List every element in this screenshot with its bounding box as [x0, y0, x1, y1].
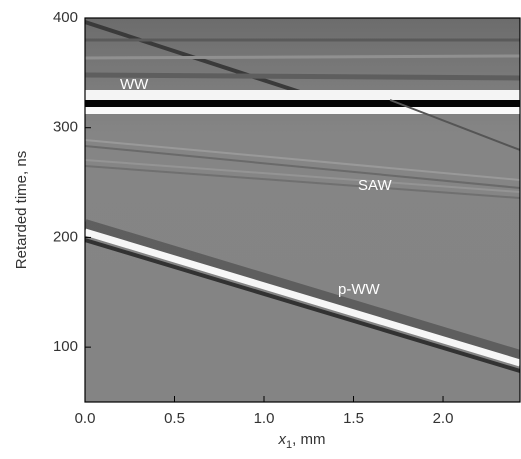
x-tick-label: 0.5	[164, 410, 185, 427]
annotation: SAW	[358, 177, 392, 194]
y-axis-label: Retarded time, ns	[13, 151, 30, 269]
x-tick-label: 0.0	[75, 410, 96, 427]
y-tick-label: 200	[53, 228, 78, 245]
x-tick-label: 1.5	[343, 410, 364, 427]
x-tick-label: 1.0	[254, 410, 275, 427]
annotation: WW	[120, 76, 149, 93]
y-tick-label: 300	[53, 119, 78, 136]
annotation: p-WW	[338, 281, 380, 298]
plot-frame	[84, 17, 521, 403]
y-tick-label: 100	[53, 338, 78, 355]
image	[85, 18, 520, 402]
y-tick-label: 400	[53, 9, 78, 26]
x-axis-label: x1, mm	[278, 431, 326, 451]
x-tick-label: 2.0	[433, 410, 454, 427]
